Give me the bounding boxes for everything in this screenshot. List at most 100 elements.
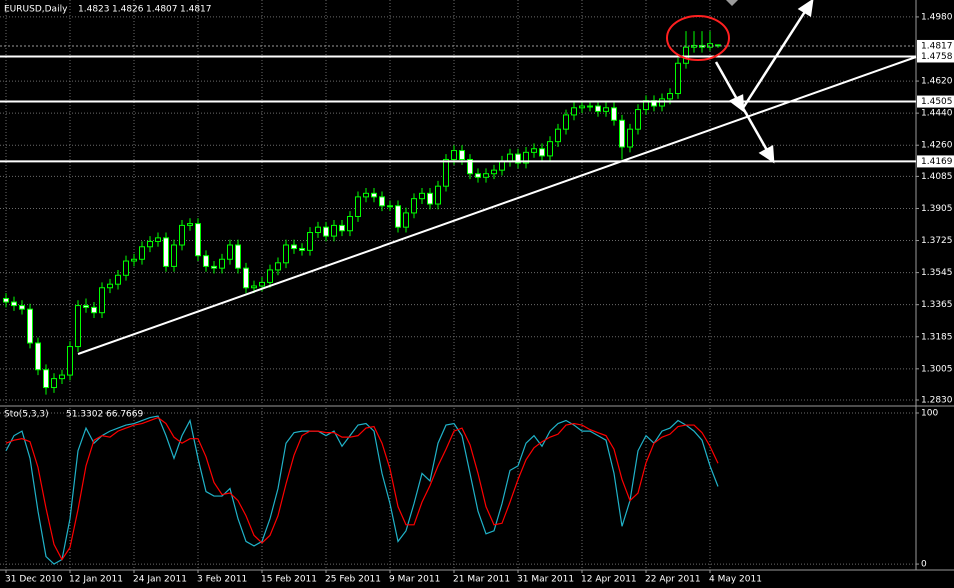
candle-body bbox=[619, 119, 625, 148]
candle-body bbox=[507, 153, 513, 162]
ohlc-close: 1.4817 bbox=[180, 5, 212, 15]
candle-body bbox=[419, 192, 425, 200]
candle-body bbox=[267, 269, 273, 283]
candle-body bbox=[555, 128, 561, 143]
candle-body bbox=[211, 265, 217, 269]
indicator-title: Sto(5,3,3) bbox=[4, 410, 49, 420]
candle-body bbox=[291, 244, 297, 250]
candle-body bbox=[571, 107, 577, 116]
price-label-box bbox=[917, 155, 954, 168]
candle-body bbox=[547, 141, 553, 157]
candle-body bbox=[99, 287, 105, 314]
candle-body bbox=[539, 148, 545, 157]
candle-body bbox=[219, 258, 225, 269]
y-tick-label: 1.4260 bbox=[921, 141, 953, 151]
candle-body bbox=[707, 43, 713, 48]
candle-body bbox=[451, 150, 457, 160]
candle-body bbox=[123, 260, 129, 276]
candle-body bbox=[467, 158, 473, 175]
price-label: 1.4758 bbox=[921, 52, 953, 62]
candle-body bbox=[107, 283, 113, 289]
candle-body bbox=[379, 196, 385, 207]
candle-body bbox=[35, 342, 41, 371]
price-label: 1.4505 bbox=[921, 97, 953, 107]
candle-body bbox=[339, 224, 345, 232]
y-tick-label: 1.3185 bbox=[921, 332, 953, 342]
candle-body bbox=[11, 301, 17, 307]
candle-body bbox=[531, 148, 537, 153]
candle-body bbox=[83, 305, 89, 308]
candle-body bbox=[595, 105, 601, 112]
y-tick-label: 1.4085 bbox=[921, 172, 953, 182]
candle-body bbox=[139, 246, 145, 260]
candle-body bbox=[587, 105, 593, 108]
candle-body bbox=[315, 226, 321, 234]
candle-body bbox=[491, 169, 497, 175]
candle-body bbox=[627, 128, 633, 148]
arrow-head bbox=[797, 0, 814, 18]
ohlc-low: 1.4807 bbox=[146, 5, 178, 15]
candle-body bbox=[235, 244, 241, 269]
candle-body bbox=[411, 198, 417, 214]
indicator-signal-value: 66.7669 bbox=[106, 410, 143, 420]
y-tick-label: 1.3725 bbox=[921, 236, 953, 246]
candle-body bbox=[67, 346, 73, 376]
arrow-head bbox=[728, 94, 745, 113]
candle-body bbox=[331, 224, 337, 237]
candle-body bbox=[171, 244, 177, 267]
indicator-line bbox=[5, 416, 719, 561]
arrow bbox=[741, 107, 770, 153]
candle-body bbox=[443, 158, 449, 187]
ohlc-high: 1.4826 bbox=[112, 5, 144, 15]
candle-body bbox=[403, 212, 409, 228]
arrow bbox=[714, 61, 740, 102]
candle-body bbox=[427, 192, 433, 205]
highlight-ellipse bbox=[666, 15, 730, 61]
candle-body bbox=[603, 107, 609, 112]
y-tick-label: 1.4440 bbox=[921, 109, 953, 119]
candle-body bbox=[611, 107, 617, 121]
arrow bbox=[741, 9, 808, 109]
candle-body bbox=[347, 215, 353, 232]
candle-body bbox=[203, 255, 209, 267]
price-label-box bbox=[917, 95, 954, 108]
candle-body bbox=[243, 267, 249, 289]
y-tick-label: 1.3365 bbox=[921, 300, 953, 310]
x-tick-label: 24 Jan 2011 bbox=[133, 575, 187, 585]
candle-body bbox=[579, 105, 585, 109]
candle-body bbox=[307, 232, 313, 251]
candle-body bbox=[3, 297, 9, 303]
candle-body bbox=[155, 237, 161, 242]
candle-body bbox=[515, 153, 521, 164]
candle-body bbox=[147, 240, 153, 248]
candle-body bbox=[251, 285, 257, 289]
candle-body bbox=[483, 173, 489, 178]
indicator-line bbox=[5, 415, 719, 565]
x-tick-label: 22 Apr 2011 bbox=[645, 575, 701, 585]
candle-body bbox=[227, 244, 233, 260]
candle-body bbox=[75, 305, 81, 348]
arrow-head bbox=[758, 144, 775, 164]
candle-body bbox=[523, 151, 529, 164]
indicator-main-value: 51.3302 bbox=[66, 410, 103, 420]
candle-body bbox=[667, 93, 673, 100]
candle-body bbox=[51, 378, 57, 389]
candle-body bbox=[323, 226, 329, 237]
candle-body bbox=[355, 196, 361, 217]
candle-body bbox=[179, 224, 185, 246]
candle-body bbox=[395, 205, 401, 228]
ohlc-open: 1.4823 bbox=[78, 5, 110, 15]
candle-body bbox=[435, 185, 441, 205]
x-tick-label: 9 Mar 2011 bbox=[389, 575, 440, 585]
y-tick-label: 1.2830 bbox=[921, 396, 953, 406]
candle-body bbox=[499, 160, 505, 171]
candle-body bbox=[371, 192, 377, 198]
current-price-label: 1.4817 bbox=[921, 41, 953, 51]
y-tick-label: 1.3005 bbox=[921, 364, 953, 374]
y-tick-label: 100 bbox=[921, 408, 938, 418]
chart-title: EURUSD,Daily bbox=[4, 5, 68, 15]
candle-body bbox=[275, 262, 281, 271]
